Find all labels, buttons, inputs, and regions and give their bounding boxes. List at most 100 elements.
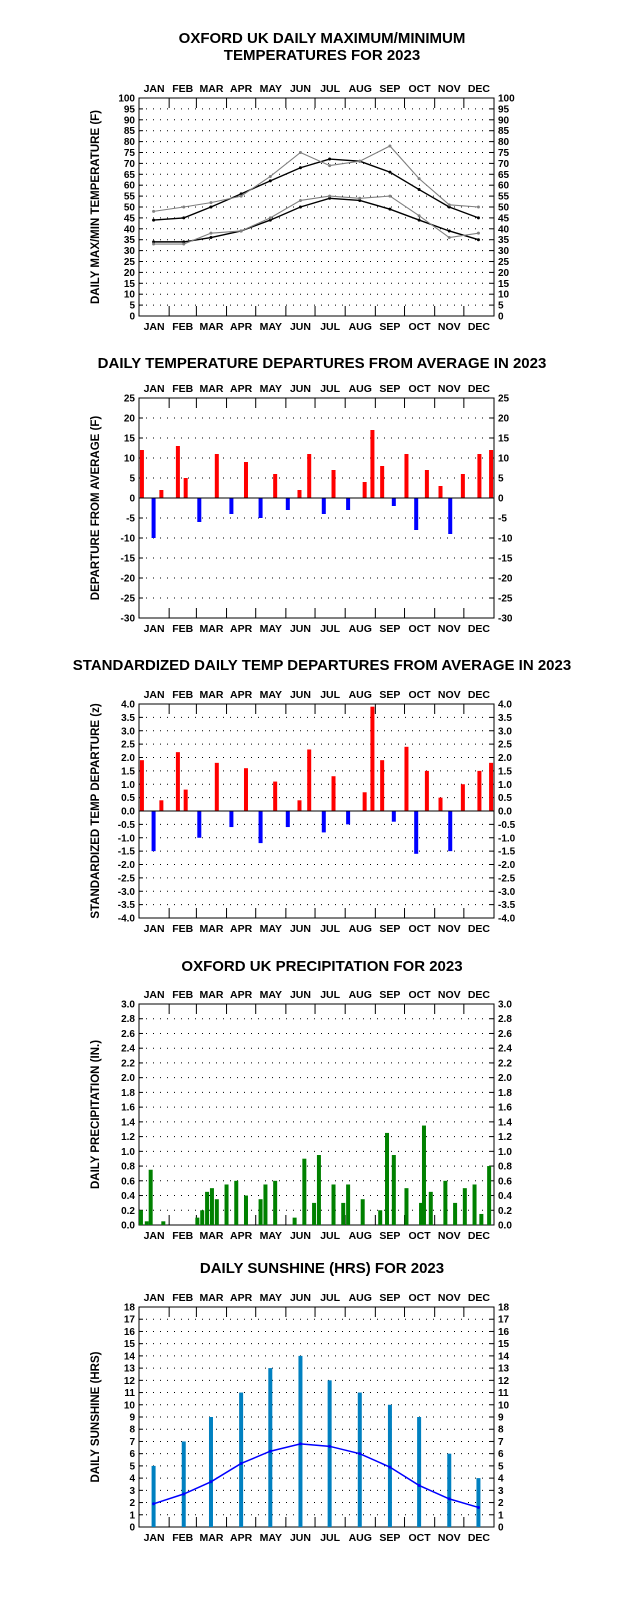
data-point-max_normal [417, 188, 421, 192]
bar [421, 1125, 426, 1225]
y-tick-label-right: 0 [498, 312, 504, 323]
month-label-top: OCT [409, 989, 432, 1001]
data-marks [138, 1125, 492, 1225]
y-tick-label-left: -30 [121, 614, 136, 625]
chart-title: DAILY TEMPERATURE DEPARTURES FROM AVERAG… [98, 355, 547, 372]
data-point-max_normal [268, 179, 272, 183]
month-label-top: SEP [379, 383, 400, 395]
y-tick-label-left: 0.0 [121, 1221, 135, 1232]
y-tick-label-left: 16 [124, 1327, 136, 1338]
y-tick-label-right: 2 [498, 1498, 504, 1509]
y-tick-label-right: 75 [498, 148, 510, 159]
bar [417, 1417, 422, 1527]
y-tick-label-right: 70 [498, 159, 510, 170]
y-tick-label-right: 60 [498, 181, 510, 192]
bar [297, 800, 302, 811]
bar [362, 792, 367, 811]
chart-title: OXFORD UK PRECIPITATION FOR 2023 [181, 958, 462, 975]
month-label-top: FEB [172, 689, 193, 701]
month-label-bottom: FEB [172, 1230, 193, 1242]
y-tick-label-right: 65 [498, 170, 510, 181]
bar [477, 770, 482, 811]
data-point-observed_max [388, 144, 392, 148]
bar [419, 1202, 424, 1225]
bar [428, 1191, 433, 1225]
y-tick-label-right: 11 [498, 1388, 509, 1399]
bar [229, 498, 234, 514]
data-point-observed_min [152, 242, 156, 246]
chart-3: STANDARDIZED DAILY TEMP DEPARTURES FROM … [73, 657, 571, 935]
y-tick-label-right: 0.4 [498, 1191, 512, 1202]
y-tick-label-right: -1.0 [498, 833, 516, 844]
y-tick-label-left: 2 [129, 1498, 135, 1509]
month-label-top: AUG [349, 689, 372, 701]
y-tick-label-right: 1.2 [498, 1132, 512, 1143]
y-tick-label-left: 10 [124, 1400, 136, 1411]
y-tick-label-left: 10 [124, 290, 136, 301]
y-tick-label-right: 80 [498, 137, 510, 148]
y-tick-label-right: 4 [498, 1474, 504, 1485]
month-label-top: APR [230, 989, 253, 1001]
bar [414, 498, 419, 530]
month-label-top: JUL [320, 689, 340, 701]
y-tick-label-left: 0.0 [121, 807, 135, 818]
month-label-bottom: DEC [468, 1230, 491, 1242]
y-tick-label-left: 20 [124, 268, 136, 279]
y-tick-label-right: 5 [498, 301, 504, 312]
bar [159, 800, 164, 811]
bar [321, 811, 326, 833]
month-label-top: DEC [468, 83, 491, 95]
y-tick-label-right: -2.0 [498, 860, 516, 871]
y-tick-label-right: 100 [498, 94, 515, 105]
bar [404, 746, 409, 811]
average-point [417, 1483, 421, 1487]
y-tick-label-right: 2.8 [498, 1014, 512, 1025]
month-label-top: FEB [172, 383, 193, 395]
y-tick-label-left: 0.8 [121, 1162, 135, 1173]
y-tick-label-left: 25 [124, 394, 136, 405]
bar [161, 1221, 166, 1225]
month-label-bottom: JUL [320, 321, 340, 333]
y-tick-label-left: 80 [124, 137, 136, 148]
month-label-bottom: JAN [144, 1532, 165, 1544]
month-label-top: MAR [199, 1292, 223, 1304]
month-label-bottom: NOV [438, 623, 461, 635]
month-label-top: JUL [320, 989, 340, 1001]
bar [209, 1188, 214, 1225]
y-tick-label-right: 0.6 [498, 1176, 512, 1187]
month-label-top: DEC [468, 989, 491, 1001]
data-point-observed_max [328, 164, 332, 168]
chart-title: STANDARDIZED DAILY TEMP DEPARTURES FROM … [73, 657, 571, 674]
month-label-bottom: APR [230, 623, 253, 635]
y-tick-label-left: 5 [129, 474, 135, 485]
month-label-top: JUN [290, 989, 311, 1001]
bar [453, 1202, 458, 1225]
y-tick-label-right: 0 [498, 1523, 504, 1534]
data-point-observed_min [328, 194, 332, 198]
y-tick-label-left: 1.8 [121, 1088, 135, 1099]
bar [472, 1184, 477, 1225]
month-label-top: APR [230, 383, 253, 395]
y-axis-label: DEPARTURE FROM AVERAGE (F) [90, 416, 102, 601]
month-label-top: MAY [260, 1292, 282, 1304]
y-tick-label-right: 6 [498, 1449, 504, 1460]
y-tick-label-left: 0 [129, 494, 135, 505]
bar [489, 450, 494, 498]
bar [197, 498, 202, 522]
average-point [358, 1452, 362, 1456]
y-tick-label-right: -10 [498, 534, 513, 545]
y-tick-label-left: 75 [124, 148, 136, 159]
bar [476, 1478, 481, 1527]
y-tick-label-left: 8 [129, 1425, 135, 1436]
y-tick-label-left: 55 [124, 192, 136, 203]
bar [138, 1210, 143, 1225]
y-tick-label-right: -0.5 [498, 820, 516, 831]
series-line-observed_max [153, 145, 479, 212]
data-point-min_normal [447, 229, 451, 233]
y-tick-label-right: 3.5 [498, 713, 512, 724]
bar [151, 498, 156, 538]
y-tick-label-left: 15 [124, 434, 136, 445]
y-tick-label-right: 4.0 [498, 700, 512, 711]
bar [151, 1465, 156, 1527]
y-tick-label-left: 1.5 [121, 766, 135, 777]
